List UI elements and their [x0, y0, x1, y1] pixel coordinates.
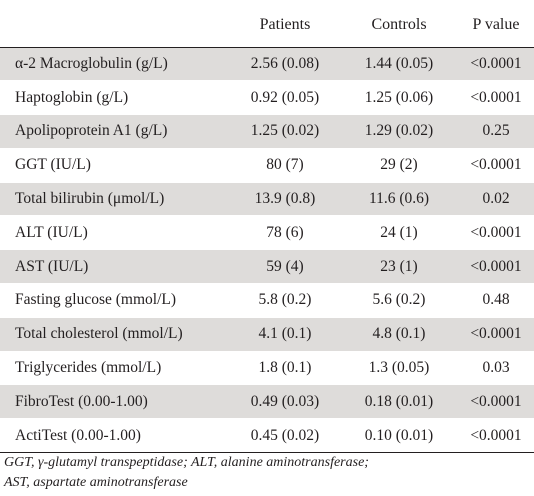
- row-controls-value: 1.44 (0.05): [340, 46, 458, 82]
- row-patients-value: 4.1 (0.1): [230, 316, 340, 352]
- row-p-value: 0.02: [458, 181, 534, 217]
- row-p-value: <0.0001: [458, 80, 534, 116]
- table-row: Fasting glucose (mmol/L) 5.8 (0.2) 5.6 (0.…: [0, 283, 534, 318]
- row-parameter-name: ALT (IU/L): [0, 215, 230, 251]
- table-row: ActiTest (0.00-1.00) 0.45 (0.02) 0.10 (0.0…: [0, 418, 534, 454]
- footnote-line-1: GGT, γ-glutamyl transpeptidase; ALT, ala…: [4, 455, 369, 470]
- row-controls-value: 23 (1): [340, 249, 458, 285]
- header-row: Patients Controls P value: [0, 0, 534, 48]
- row-p-value: 0.25: [458, 114, 534, 149]
- row-parameter-name: Fasting glucose (mmol/L): [0, 283, 230, 318]
- table-header: Patients Controls P value: [0, 0, 534, 48]
- table-row: AST (IU/L) 59 (4) 23 (1) <0.0001: [0, 249, 534, 285]
- table-row: Haptoglobin (g/L) 0.92 (0.05) 1.25 (0.06) <…: [0, 80, 534, 116]
- row-patients-value: 59 (4): [230, 249, 340, 285]
- table-row: ALT (IU/L) 78 (6) 24 (1) <0.0001: [0, 215, 534, 251]
- table-row: α-2 Macroglobulin (g/L) 2.56 (0.08) 1.44 (…: [0, 46, 534, 82]
- table-row: Triglycerides (mmol/L) 1.8 (0.1) 1.3 (0.05…: [0, 350, 534, 386]
- table-row: Total bilirubin (μmol/L) 13.9 (0.8) 11.6 (…: [0, 181, 534, 217]
- row-patients-value: 5.8 (0.2): [230, 283, 340, 318]
- header-p-value: P value: [458, 0, 534, 48]
- header-patients: Patients: [230, 0, 340, 48]
- row-controls-value: 29 (2): [340, 147, 458, 183]
- row-p-value: <0.0001: [458, 384, 534, 420]
- row-controls-value: 4.8 (0.1): [340, 316, 458, 352]
- table-row: GGT (IU/L) 80 (7) 29 (2) <0.0001: [0, 147, 534, 183]
- row-controls-value: 24 (1): [340, 215, 458, 251]
- row-patients-value: 2.56 (0.08): [230, 46, 340, 82]
- table-footnote: GGT, γ-glutamyl transpeptidase; ALT, ala…: [4, 453, 532, 493]
- row-controls-value: 11.6 (0.6): [340, 181, 458, 217]
- row-parameter-name: FibroTest (0.00-1.00): [0, 384, 230, 420]
- row-p-value: <0.0001: [458, 147, 534, 183]
- row-patients-value: 13.9 (0.8): [230, 181, 340, 217]
- table-row: Apolipoprotein A1 (g/L) 1.25 (0.02) 1.29 (…: [0, 114, 534, 149]
- row-controls-value: 0.18 (0.01): [340, 384, 458, 420]
- row-p-value: <0.0001: [458, 249, 534, 285]
- row-parameter-name: Total bilirubin (μmol/L): [0, 181, 230, 217]
- row-controls-value: 0.10 (0.01): [340, 418, 458, 454]
- row-patients-value: 78 (6): [230, 215, 340, 251]
- row-parameter-name: α-2 Macroglobulin (g/L): [0, 46, 230, 82]
- row-patients-value: 80 (7): [230, 147, 340, 183]
- table-row: FibroTest (0.00-1.00) 0.49 (0.03) 0.18 (0.…: [0, 384, 534, 420]
- row-p-value: <0.0001: [458, 46, 534, 82]
- row-patients-value: 1.8 (0.1): [230, 350, 340, 386]
- row-parameter-name: ActiTest (0.00-1.00): [0, 418, 230, 454]
- footnote-line-2: AST, aspartate aminotransferase: [4, 475, 188, 490]
- row-controls-value: 5.6 (0.2): [340, 283, 458, 318]
- row-patients-value: 1.25 (0.02): [230, 114, 340, 149]
- table-body: α-2 Macroglobulin (g/L) 2.56 (0.08) 1.44 (…: [0, 46, 534, 454]
- row-parameter-name: Total cholesterol (mmol/L): [0, 316, 230, 352]
- row-controls-value: 1.25 (0.06): [340, 80, 458, 116]
- row-p-value: <0.0001: [458, 316, 534, 352]
- header-parameter: [0, 0, 230, 48]
- row-parameter-name: Apolipoprotein A1 (g/L): [0, 114, 230, 149]
- row-parameter-name: Triglycerides (mmol/L): [0, 350, 230, 386]
- results-table: Patients Controls P value α-2 Macroglobu…: [0, 0, 534, 454]
- row-parameter-name: AST (IU/L): [0, 249, 230, 285]
- row-controls-value: 1.3 (0.05): [340, 350, 458, 386]
- table-row: Total cholesterol (mmol/L) 4.1 (0.1) 4.8 (…: [0, 316, 534, 352]
- row-patients-value: 0.45 (0.02): [230, 418, 340, 454]
- row-p-value: 0.03: [458, 350, 534, 386]
- header-controls: Controls: [340, 0, 458, 48]
- row-patients-value: 0.92 (0.05): [230, 80, 340, 116]
- row-p-value: 0.48: [458, 283, 534, 318]
- row-patients-value: 0.49 (0.03): [230, 384, 340, 420]
- row-parameter-name: Haptoglobin (g/L): [0, 80, 230, 116]
- row-p-value: <0.0001: [458, 418, 534, 454]
- row-parameter-name: GGT (IU/L): [0, 147, 230, 183]
- row-controls-value: 1.29 (0.02): [340, 114, 458, 149]
- row-p-value: <0.0001: [458, 215, 534, 251]
